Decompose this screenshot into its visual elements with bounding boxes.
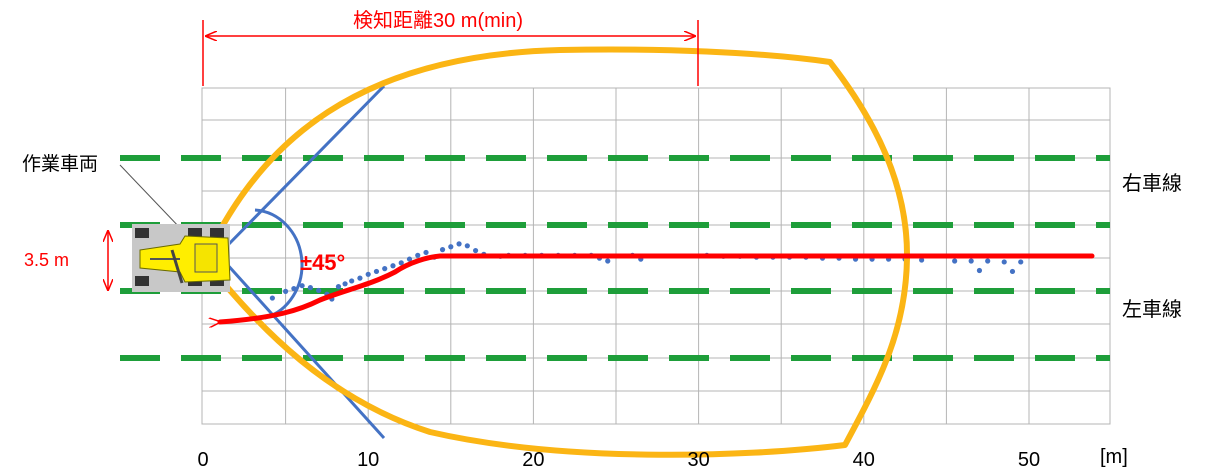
detection-point	[464, 243, 470, 249]
detection-point	[1009, 268, 1016, 275]
detection-point	[269, 295, 275, 301]
detection-point	[406, 256, 413, 262]
detection-point	[365, 271, 371, 277]
fov-line-upper	[223, 84, 386, 250]
vehicle-wheel	[135, 228, 149, 238]
detection-distance-label: 検知距離30 m(min)	[353, 9, 523, 32]
detection-point	[349, 278, 355, 284]
detection-point	[1018, 259, 1024, 265]
detection-point	[390, 263, 396, 269]
detection-point	[283, 288, 289, 294]
detection-point	[968, 258, 974, 264]
lane-markings	[120, 155, 1110, 361]
detection-point	[439, 247, 446, 253]
vehicle-wheel	[210, 228, 224, 238]
x-tick-label: 0	[197, 449, 208, 470]
detection-distance-dimension: 検知距離30 m(min)	[202, 7, 699, 86]
vehicle-wheel	[135, 276, 149, 286]
vehicle-blade	[170, 249, 184, 284]
detection-point	[472, 247, 479, 254]
detection-point	[299, 283, 305, 289]
detection-point	[448, 244, 454, 250]
detection-point	[342, 281, 348, 287]
detection-point	[985, 258, 991, 264]
dimension-label-bg	[320, 7, 556, 31]
x-axis-ticks: 0 10 20 30 40 50	[197, 449, 1040, 470]
detection-point	[373, 268, 380, 275]
work-vehicle: 作業車両	[22, 153, 231, 292]
sensor-angle-label: ±45°	[300, 250, 345, 275]
detection-point	[415, 252, 421, 258]
detection-point	[382, 266, 388, 272]
lane-width-dimension: 3.5 m	[24, 231, 108, 290]
detection-point	[357, 275, 363, 281]
right-lane-label: 右車線	[1122, 172, 1182, 195]
detection-point	[1001, 259, 1007, 265]
fov-angle-arc	[254, 208, 304, 320]
detection-point	[398, 260, 404, 266]
detection-point	[919, 257, 925, 263]
fov-line-lower	[223, 260, 386, 440]
x-tick-label: 30	[687, 449, 709, 470]
detection-point	[307, 285, 313, 291]
detection-point	[316, 287, 322, 294]
x-tick-label: 50	[1018, 449, 1040, 470]
detection-point	[335, 284, 342, 290]
lane-width-label: 3.5 m	[24, 250, 69, 270]
x-tick-label: 20	[522, 449, 544, 470]
vehicle-wheel	[188, 228, 202, 238]
vehicle-label: 作業車両	[22, 153, 98, 175]
detection-point	[952, 258, 958, 264]
detection-point	[456, 241, 462, 247]
lane-change-trajectory	[220, 253, 1095, 322]
vehicle-leader-line	[119, 164, 183, 231]
detection-point	[423, 249, 429, 256]
x-tick-label: 10	[357, 449, 379, 470]
detection-point	[605, 258, 611, 264]
vehicle-icon	[135, 228, 231, 286]
left-lane-label: 左車線	[1122, 298, 1182, 321]
x-tick-label: 40	[853, 449, 875, 470]
vehicle-cab	[194, 243, 218, 273]
detection-point	[976, 267, 983, 274]
sensor-fov	[223, 84, 386, 440]
trajectory-line	[220, 253, 1095, 322]
x-axis-unit: [m]	[1100, 446, 1128, 468]
